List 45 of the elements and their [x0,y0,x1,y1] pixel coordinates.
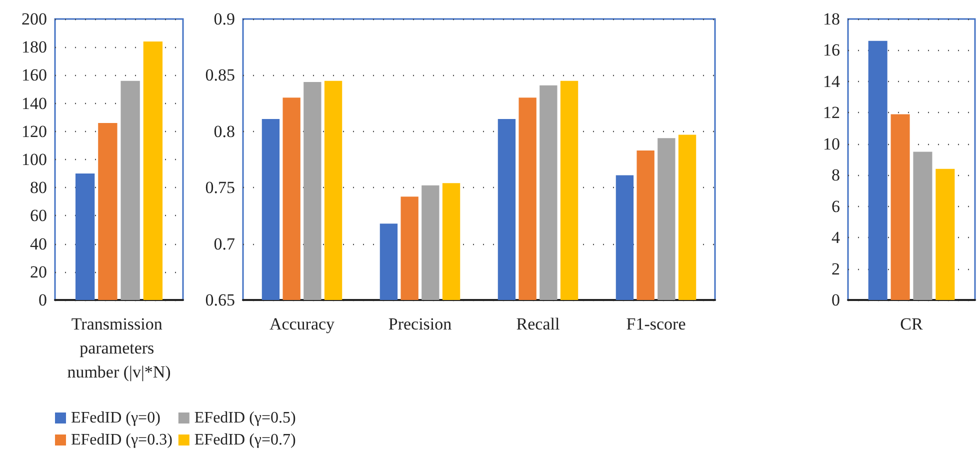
y-tick-label: 200 [22,10,47,28]
y-tick-label: 2 [832,259,840,278]
bar [890,114,910,300]
y-tick-label: 10 [823,134,840,154]
y-tick-label: 60 [30,206,47,226]
y-tick-label: 180 [22,38,47,57]
y-tick-label: 0.9 [214,10,235,28]
y-tick-label: 18 [823,10,840,28]
bar [120,80,140,300]
y-tick-label: 0 [38,290,47,310]
y-tick-label: 8 [832,166,840,185]
y-tick-label: 100 [22,150,47,169]
y-tick-label: 160 [22,66,47,85]
y-tick-label: 0.85 [205,66,235,85]
y-tick-label: 0.65 [205,290,235,310]
y-tick-label: 0.7 [214,234,236,254]
y-tick-label: 0.75 [205,178,235,198]
bar [98,122,118,300]
x-tick-label: Recall [516,314,560,334]
y-tick-label: 6 [832,196,840,216]
y-tick-label: 12 [823,103,840,122]
y-tick-label: 4 [832,228,840,248]
legend-label: EFedID (γ=0) [71,410,160,426]
bar [936,168,955,300]
x-tick-label: F1-score [626,314,686,334]
x-tick-label: CR [900,314,924,334]
y-tick-label: 80 [30,178,47,198]
legend-label: EFedID (γ=0.5) [194,410,296,426]
y-tick-label: 0 [832,290,840,310]
y-tick-label: 140 [22,94,47,113]
x-tick-label: Precision [388,314,452,334]
bar [868,40,888,300]
bar [75,174,95,300]
bar [143,41,163,300]
y-tick-label: 40 [30,234,47,254]
x-tick-label: Transmission parameters number (|v|*N) [67,314,171,382]
y-tick-label: 20 [30,262,47,282]
y-tick-label: 16 [823,40,840,60]
legend-label: EFedID (γ=0.7) [194,432,296,448]
legend-label: EFedID (γ=0.3) [71,432,172,448]
x-tick-label: Accuracy [269,314,336,334]
y-tick-label: 120 [22,122,47,141]
y-tick-label: 14 [823,72,840,91]
bar [913,152,932,300]
y-tick-label: 0.8 [214,122,235,141]
